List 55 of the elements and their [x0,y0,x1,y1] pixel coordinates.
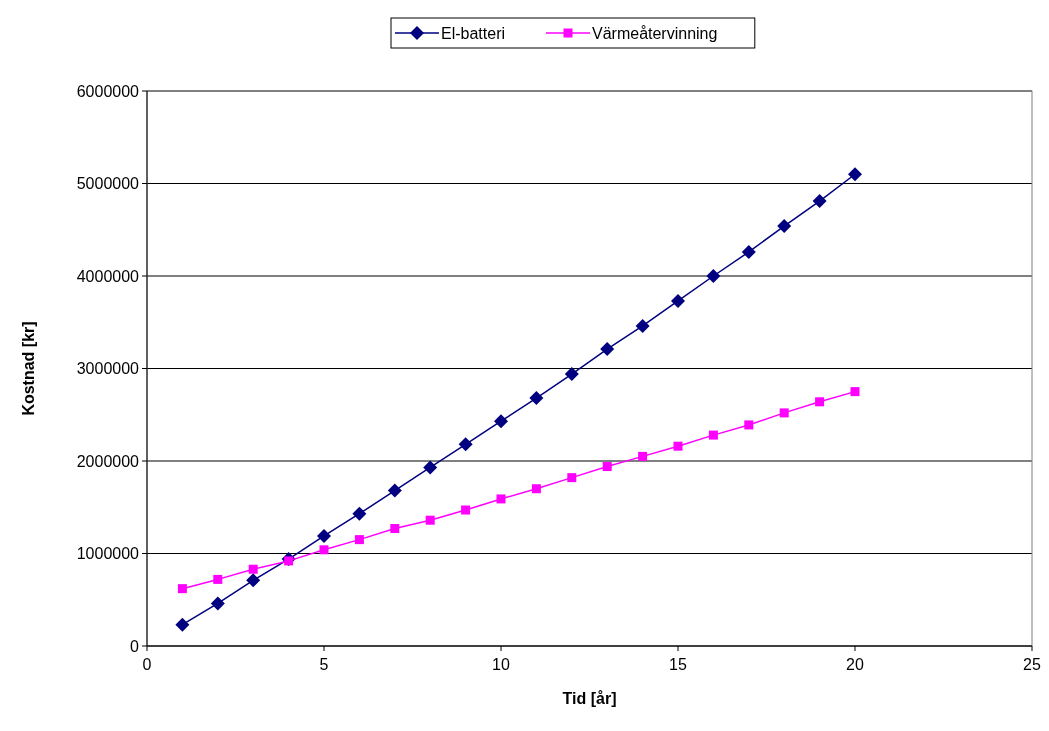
x-tick-label: 15 [669,656,687,673]
point [496,494,506,504]
y-tick-label: 4000000 [76,267,140,285]
point [671,293,685,308]
point [175,617,190,632]
legend-label: Värmeåtervinning [592,24,718,42]
x-tick-label: 5 [319,656,329,673]
point [638,451,648,461]
point [248,564,258,574]
point [461,505,471,515]
point [777,219,792,234]
x-tick-label: 20 [846,656,864,673]
point [741,244,756,259]
point [744,420,754,430]
point [494,414,508,429]
y-tick-label: 3000000 [76,360,140,378]
y-tick-label: 1000000 [76,545,140,563]
x-axis-title: Tid [år] [562,690,617,707]
point [531,484,541,494]
point [352,506,367,521]
x-tick-label: 25 [1023,656,1041,673]
point [635,318,650,333]
point [708,430,718,440]
point [815,397,825,407]
point [564,367,579,382]
point [177,584,187,594]
legend-label: El-batteri [441,24,506,42]
point [354,535,364,545]
point [600,342,615,357]
y-tick-label: 0 [130,637,140,655]
point [319,545,329,555]
point [246,573,261,588]
point [317,528,331,543]
point [850,387,860,397]
y-tick-label: 2000000 [76,452,140,470]
point [425,515,435,525]
point [458,437,473,452]
point [390,524,400,534]
y-axis-title: Kostnad [kr] [20,321,37,416]
x-tick-label: 10 [492,656,510,673]
point [387,483,402,498]
point [213,574,223,584]
point [602,462,612,472]
point [812,194,827,209]
point [210,596,225,611]
point [779,408,789,418]
y-tick-label: 6000000 [76,82,140,100]
point [423,460,438,475]
point [567,473,577,483]
point [706,269,721,283]
x-tick-label: 0 [142,656,152,673]
point [848,167,862,182]
y-tick-label: 5000000 [76,175,140,193]
point [529,391,544,406]
point [673,441,683,451]
